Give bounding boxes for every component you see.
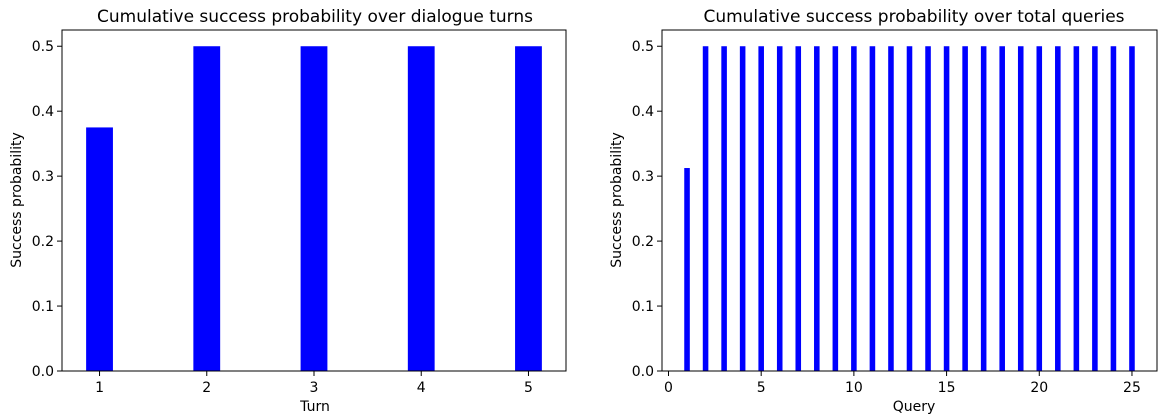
- bar: [980, 46, 987, 371]
- y-ticks: 0.0 0.1 0.2 0.3 0.4 0.5: [32, 39, 62, 380]
- x-tick-label: 15: [938, 380, 956, 396]
- y-tick-label: 0.2: [32, 234, 54, 250]
- bar: [515, 46, 542, 371]
- bar: [962, 46, 968, 371]
- chart-title: Cumulative success probability over tota…: [703, 7, 1124, 27]
- y-axis-label: Success probability: [609, 132, 625, 268]
- chart-title: Cumulative success probability over dial…: [97, 7, 533, 27]
- bar: [758, 46, 764, 371]
- y-tick-label: 0.5: [32, 39, 54, 55]
- x-tick-label: 20: [1030, 380, 1048, 396]
- y-tick-label: 0.0: [632, 364, 654, 380]
- bar: [888, 46, 894, 371]
- x-tick-label: 10: [845, 380, 863, 396]
- bar: [1073, 46, 1080, 371]
- bar: [739, 46, 746, 371]
- bar: [1055, 46, 1061, 371]
- bar: [943, 46, 950, 371]
- plot-frame: [661, 29, 1158, 372]
- bar: [1110, 46, 1117, 371]
- bar: [869, 46, 876, 371]
- x-tick-label: 0: [664, 380, 673, 396]
- x-axis-label: Query: [893, 399, 936, 414]
- x-tick-label: 2: [202, 380, 211, 396]
- bar: [795, 46, 802, 371]
- x-tick-label: 3: [310, 380, 319, 396]
- y-axis-label: Success probability: [9, 132, 25, 268]
- x-tick-label: 4: [417, 380, 426, 396]
- y-tick-label: 0.4: [32, 104, 54, 120]
- x-tick-label: 25: [1123, 380, 1141, 396]
- chart-turns: Cumulative success probability over dial…: [9, 7, 567, 414]
- x-ticks: 1 2 3 4 5: [95, 371, 533, 396]
- y-tick-label: 0.4: [632, 104, 654, 120]
- y-ticks: 0.0 0.1 0.2 0.3 0.4 0.5: [632, 39, 662, 380]
- y-tick-label: 0.2: [632, 234, 654, 250]
- bar: [851, 46, 857, 371]
- bar: [193, 46, 221, 371]
- bar: [721, 46, 727, 371]
- bar: [1036, 46, 1043, 371]
- bar: [1129, 46, 1135, 371]
- y-tick-label: 0.1: [32, 299, 54, 315]
- bar: [702, 46, 709, 371]
- y-tick-label: 0.5: [632, 39, 654, 55]
- y-tick-label: 0.3: [632, 169, 654, 185]
- bar: [1017, 46, 1024, 371]
- y-tick-label: 0.1: [632, 299, 654, 315]
- chart-queries: Cumulative success probability over tota…: [609, 7, 1158, 414]
- x-tick-label: 5: [524, 380, 533, 396]
- bars: [86, 46, 542, 371]
- bar: [300, 46, 328, 371]
- bar: [776, 46, 783, 371]
- x-tick-label: 1: [95, 380, 104, 396]
- bar: [86, 127, 113, 371]
- bar: [814, 46, 820, 371]
- bar: [407, 46, 435, 371]
- bars: [684, 46, 1135, 371]
- y-tick-label: 0.0: [32, 364, 54, 380]
- bar: [906, 46, 913, 371]
- x-axis-label: Turn: [299, 399, 330, 414]
- bar: [684, 168, 690, 371]
- bar: [1092, 46, 1098, 371]
- bar: [999, 46, 1005, 371]
- bar: [925, 46, 931, 371]
- x-tick-label: 5: [757, 380, 766, 396]
- x-ticks: 0 5 10 15 20 25: [664, 371, 1141, 396]
- plot-frame: [61, 29, 567, 372]
- bar: [832, 46, 839, 371]
- y-tick-label: 0.3: [32, 169, 54, 185]
